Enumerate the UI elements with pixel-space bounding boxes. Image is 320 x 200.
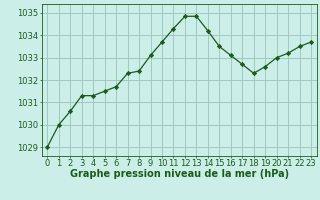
X-axis label: Graphe pression niveau de la mer (hPa): Graphe pression niveau de la mer (hPa) bbox=[70, 169, 289, 179]
